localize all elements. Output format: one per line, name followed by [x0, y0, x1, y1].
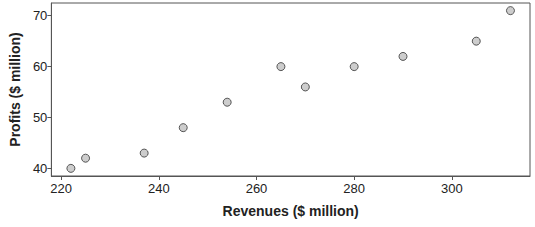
svg-text:Revenues ($ million): Revenues ($ million)	[223, 203, 359, 219]
svg-text:40: 40	[33, 161, 47, 176]
svg-text:50: 50	[33, 110, 47, 125]
svg-text:60: 60	[33, 59, 47, 74]
svg-text:280: 280	[343, 181, 365, 196]
svg-text:240: 240	[148, 181, 170, 196]
svg-text:Profits ($ million): Profits ($ million)	[7, 32, 23, 146]
svg-text:220: 220	[50, 181, 72, 196]
svg-text:260: 260	[246, 181, 268, 196]
svg-text:300: 300	[441, 181, 463, 196]
svg-text:70: 70	[33, 8, 47, 23]
